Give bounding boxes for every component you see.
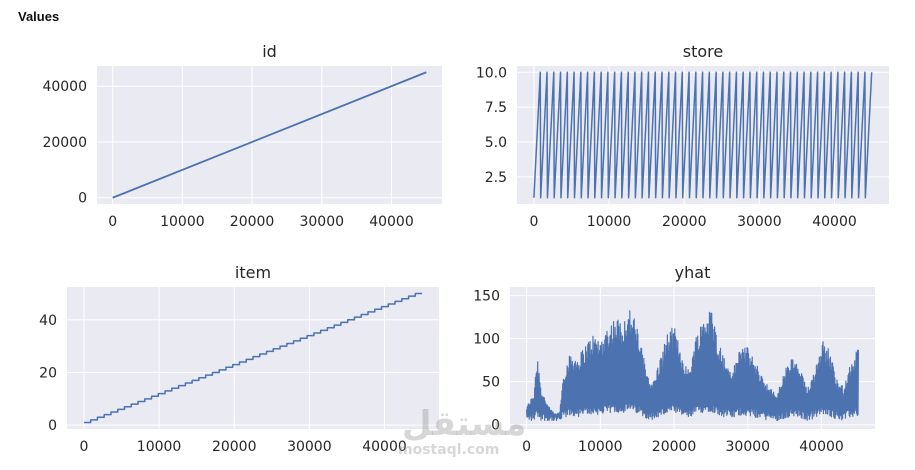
x-tick-label: 30000 <box>299 214 344 230</box>
chart-title-store: store <box>683 42 723 61</box>
y-tick-label: 7.5 <box>485 100 507 116</box>
subplot-id: id 0 10000 20000 30000 40000 0 20000 40000 <box>42 42 442 230</box>
x-tick-label: 20000 <box>212 439 257 455</box>
y-tick-label: 0 <box>491 418 500 434</box>
y-tick-label: 50 <box>482 375 500 391</box>
x-tick-label: 0 <box>108 214 117 230</box>
subplot-yhat: yhat 0 10000 20000 30000 40000 0 50 100 150 <box>473 263 875 455</box>
y-tick-label: 0 <box>48 418 57 434</box>
x-tick-label: 20000 <box>230 214 275 230</box>
series-line-yhat <box>526 310 859 421</box>
x-tick-label: 40000 <box>812 214 857 230</box>
page-title: Values <box>18 9 60 24</box>
x-tick-label: 30000 <box>726 439 771 455</box>
x-tick-label: 10000 <box>578 439 623 455</box>
y-tick-label: 0 <box>78 191 87 207</box>
x-tick-label: 20000 <box>652 439 697 455</box>
x-tick-label: 10000 <box>137 439 182 455</box>
x-tick-label: 40000 <box>362 439 407 455</box>
y-tick-label: 100 <box>473 332 500 348</box>
x-tick-label: 20000 <box>662 214 707 230</box>
y-tick-label: 40000 <box>42 79 87 95</box>
subplot-store: store 0 10000 20000 30000 40000 2.5 5.0 7.5 10.0 <box>476 42 889 230</box>
x-tick-label: 0 <box>529 214 538 230</box>
x-tick-label: 0 <box>522 439 531 455</box>
y-tick-label: 20 <box>39 365 57 381</box>
x-tick-label: 30000 <box>287 439 332 455</box>
y-tick-label: 2.5 <box>485 170 507 186</box>
x-tick-label: 40000 <box>799 439 844 455</box>
chart-title-yhat: yhat <box>675 263 711 282</box>
x-tick-label: 30000 <box>737 214 782 230</box>
x-tick-label: 40000 <box>369 214 414 230</box>
y-tick-label: 20000 <box>42 135 87 151</box>
y-tick-label: 5.0 <box>485 135 507 151</box>
y-tick-label: 10.0 <box>476 65 507 81</box>
x-tick-label: 10000 <box>160 214 205 230</box>
chart-title-id: id <box>262 42 277 61</box>
series-line-store <box>533 71 873 199</box>
subplot-item: item 0 10000 20000 30000 40000 0 20 40 <box>39 263 439 455</box>
series-line-item <box>83 292 423 424</box>
watermark: مستقل mostaql.com <box>398 404 526 464</box>
series-line-id <box>112 71 427 199</box>
y-tick-label: 40 <box>39 313 57 329</box>
watermark-brand: مستقل <box>402 404 527 444</box>
x-tick-label: 10000 <box>587 214 632 230</box>
chart-title-item: item <box>235 263 271 282</box>
watermark-site: mostaql.com <box>398 442 500 458</box>
y-tick-label: 150 <box>473 289 500 305</box>
x-tick-label: 0 <box>79 439 88 455</box>
